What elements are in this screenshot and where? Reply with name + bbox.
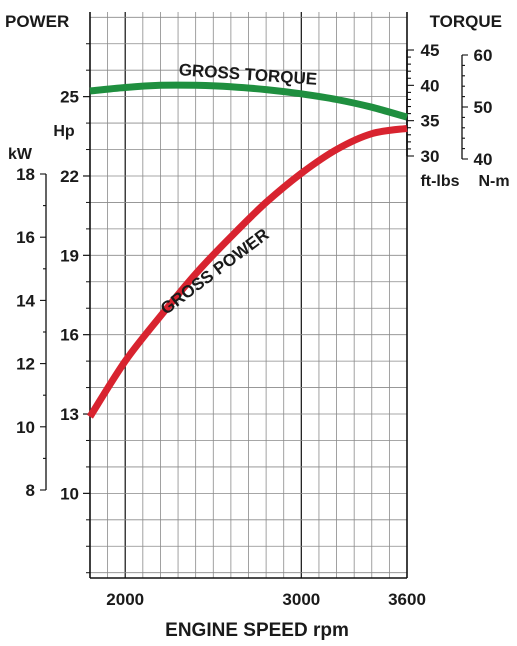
power-title: POWER [5,12,69,31]
gross-torque-line [89,81,408,121]
nm-tick-label: 60 [474,46,493,65]
kw-tick-label: 8 [26,481,35,500]
ftlbs-tick-label: 35 [421,112,440,131]
nm-axis-label: N-m [478,173,509,190]
hp-tick-label: 19 [60,246,79,265]
kw-tick-label: 18 [16,165,35,184]
hp-tick-label: 10 [60,484,79,503]
x-axis-label: ENGINE SPEED rpm [165,620,349,641]
hp-tick-label: 13 [60,405,79,424]
ftlbs-tick-label: 40 [421,76,440,95]
kw-tick-label: 12 [16,355,35,374]
chart-series [87,81,408,419]
kw-tick-label: 14 [16,291,35,310]
x-tick-label: 3600 [388,590,426,609]
nm-tick-label: 50 [474,98,493,117]
torque-title: TORQUE [430,12,502,31]
hp-axis-label: Hp [53,123,75,140]
gross-power-label: GROSS POWER [157,225,273,319]
x-tick-label: 3000 [282,590,320,609]
kw-tick-label: 16 [16,228,35,247]
gross-power-line [87,124,408,419]
ftlbs-axis-label: ft-lbs [420,173,459,190]
chart-axes [40,12,468,579]
x-tick-label: 2000 [106,590,144,609]
hp-tick-label: 22 [60,167,79,186]
kw-tick-label: 10 [16,418,35,437]
plot-grid [90,12,407,578]
chart-labels: 2000 3000 3600 10 13 16 19 22 25 8 10 12 14 16 18 30 35 4… [16,41,492,609]
hp-tick-label: 16 [60,326,79,345]
ftlbs-tick-label: 30 [421,147,440,166]
hp-tick-label: 25 [60,88,79,107]
ftlbs-tick-label: 45 [421,41,440,60]
nm-tick-label: 40 [474,150,493,169]
kw-axis-label: kW [8,146,33,163]
